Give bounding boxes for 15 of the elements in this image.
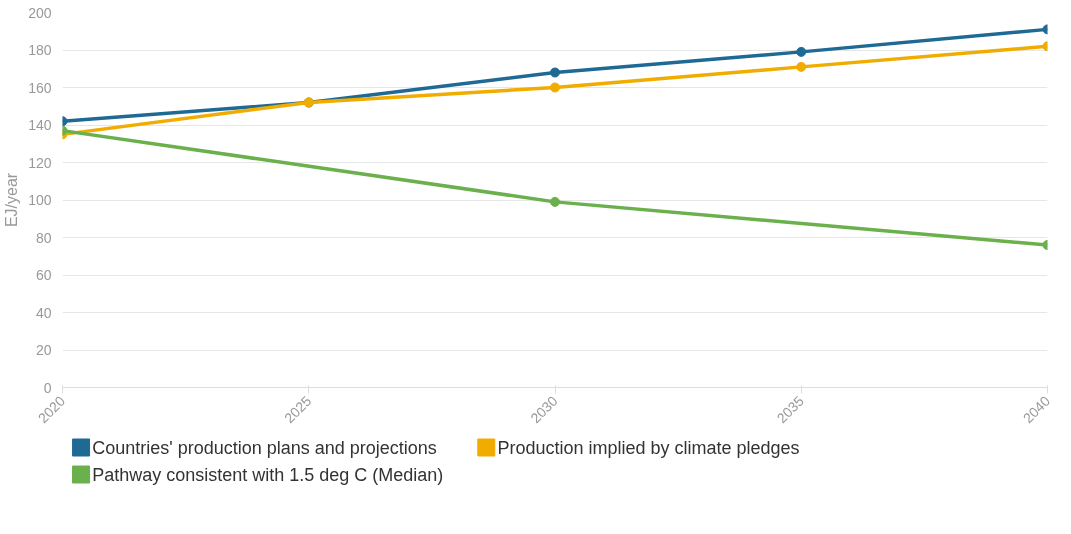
- y-tick-label: 80: [35, 229, 52, 246]
- legend-label: Production implied by climate pledges: [497, 437, 800, 458]
- y-tick-label: 200: [28, 4, 52, 21]
- y-tick-label: 120: [28, 154, 52, 171]
- y-axis-title: EJ/year: [3, 172, 21, 228]
- y-tick-label: 20: [35, 342, 52, 358]
- y-tick-label: 100: [28, 192, 52, 208]
- y-tick-label: 160: [28, 79, 52, 96]
- y-tick-label: 140: [28, 117, 52, 133]
- y-tick-label: 40: [35, 304, 52, 321]
- y-tick-label: 180: [28, 42, 52, 58]
- legend-label: Countries' production plans and projections: [92, 437, 437, 458]
- y-tick-label: 60: [35, 267, 52, 283]
- y-tick-label: 0: [43, 379, 52, 396]
- legend-label: Pathway consistent with 1.5 deg C (Median): [92, 464, 444, 485]
